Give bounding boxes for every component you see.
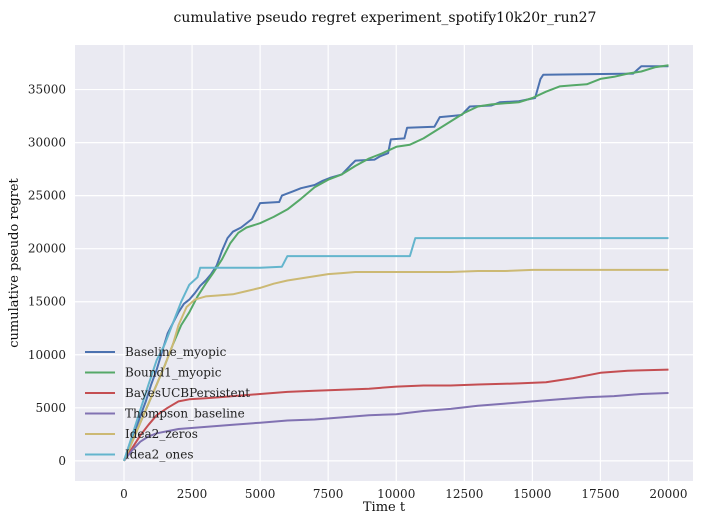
- y-tick-label: 25000: [28, 189, 66, 203]
- series-line-bound1-myopic: [123, 64, 669, 462]
- x-tick-labels: 0 2500 5000 7500 10000 12500 15000 17500 20000: [120, 487, 687, 501]
- grid: [75, 45, 693, 481]
- series-lines: [123, 64, 669, 462]
- y-tick-label: 0: [58, 454, 66, 468]
- x-tick-label: 2500: [177, 487, 208, 501]
- x-tick-label: 20000: [649, 487, 687, 501]
- x-tick-label: 10000: [377, 487, 415, 501]
- series-line-thompson-baseline: [123, 392, 669, 462]
- y-axis-label: cumulative pseudo regret: [7, 177, 22, 347]
- x-tick-label: 5000: [245, 487, 276, 501]
- legend-label-idea2-zeros: Idea2_zeros: [125, 427, 198, 441]
- x-tick-label: 0: [120, 487, 128, 501]
- y-tick-label: 10000: [28, 348, 66, 362]
- x-tick-label: 7500: [313, 487, 344, 501]
- x-axis-label: Time t: [363, 500, 406, 515]
- legend-label-bound1-myopic: Bound1_myopic: [125, 366, 222, 380]
- legend: Baseline_myopic Bound1_myopic BayesUCBPers…: [85, 345, 250, 462]
- legend-label-thompson-baseline: Thompson_baseline: [125, 407, 245, 421]
- legend-label-bayesucbpersistent: BayesUCBPersistent: [125, 386, 250, 400]
- x-tick-label: 12500: [445, 487, 483, 501]
- y-tick-labels: 0 5000 10000 15000 20000 25000 30000 35000: [28, 83, 66, 468]
- y-tick-label: 5000: [35, 401, 66, 415]
- y-tick-label: 30000: [28, 136, 66, 150]
- legend-label-baseline-myopic: Baseline_myopic: [125, 345, 227, 359]
- series-line-idea2-zeros: [123, 268, 669, 462]
- chart-title: cumulative pseudo regret experiment_spot…: [174, 10, 597, 26]
- x-tick-label: 15000: [513, 487, 551, 501]
- y-tick-label: 15000: [28, 295, 66, 309]
- y-tick-label: 20000: [28, 242, 66, 256]
- series-line-idea2-ones: [123, 237, 669, 462]
- x-tick-label: 17500: [581, 487, 619, 501]
- legend-label-idea2-ones: Idea2_ones: [125, 448, 194, 462]
- series-line-bayesucbpersistent: [123, 368, 669, 462]
- y-tick-label: 35000: [28, 83, 66, 97]
